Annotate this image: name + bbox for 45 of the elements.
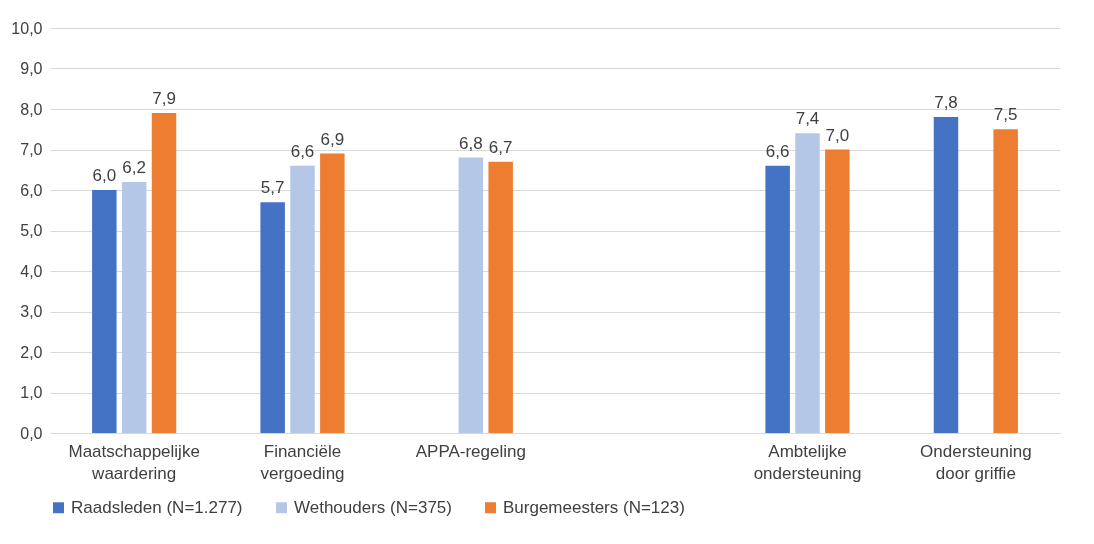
- y-tick-label: 10,0: [11, 19, 43, 37]
- data-label: 5,7: [260, 178, 285, 198]
- data-label: 6,2: [122, 157, 146, 177]
- bar: [458, 157, 484, 433]
- data-label: 6,8: [459, 133, 483, 153]
- data-label: 6,7: [488, 137, 513, 157]
- data-label: 6,6: [765, 141, 790, 161]
- y-tick-label: 0,0: [20, 424, 43, 442]
- y-tick-label: 5,0: [20, 222, 43, 239]
- bar: [320, 153, 345, 433]
- bar: [488, 161, 513, 433]
- bar: [290, 165, 315, 433]
- y-tick-label: 4,0: [20, 262, 43, 280]
- bar: [825, 149, 850, 433]
- x-tick-label: APPA-regeling: [415, 441, 526, 461]
- data-label: 7,5: [993, 105, 1018, 125]
- data-label: 7,0: [825, 125, 850, 145]
- bar: [993, 129, 1018, 433]
- data-label: 6,9: [320, 129, 345, 149]
- legend-label: Wethouders (N=375): [294, 497, 452, 517]
- legend-label: Burgemeesters (N=123): [503, 497, 685, 517]
- data-label: 7,8: [934, 93, 958, 113]
- y-tick-label: 9,0: [20, 60, 43, 77]
- bar: [121, 181, 147, 433]
- bar: [795, 133, 820, 433]
- y-tick-label: 8,0: [20, 100, 43, 118]
- x-tick-label: Ambtelijke ondersteuning: [753, 441, 862, 483]
- bar: [151, 113, 177, 433]
- data-label: 6,6: [290, 141, 315, 161]
- x-tick-label: Maatschappelijke waardering: [68, 441, 200, 483]
- y-tick-label: 1,0: [20, 384, 43, 401]
- bar: [933, 117, 959, 433]
- y-tick-label: 6,0: [20, 181, 43, 199]
- legend-label: Raadsleden (N=1.277): [71, 497, 243, 517]
- bar: [92, 190, 117, 433]
- y-tick-label: 3,0: [20, 303, 43, 320]
- x-tick-label: Financiële vergoeding: [260, 441, 345, 483]
- data-label: 7,4: [795, 109, 820, 129]
- x-tick-label: Ondersteuning door griffie: [920, 441, 1032, 483]
- y-tick-label: 2,0: [20, 343, 43, 361]
- data-label: 6,0: [92, 166, 117, 185]
- y-tick-label: 7,0: [20, 141, 43, 158]
- data-label: 7,9: [152, 89, 176, 109]
- bar: [260, 202, 285, 433]
- bar: [765, 165, 790, 433]
